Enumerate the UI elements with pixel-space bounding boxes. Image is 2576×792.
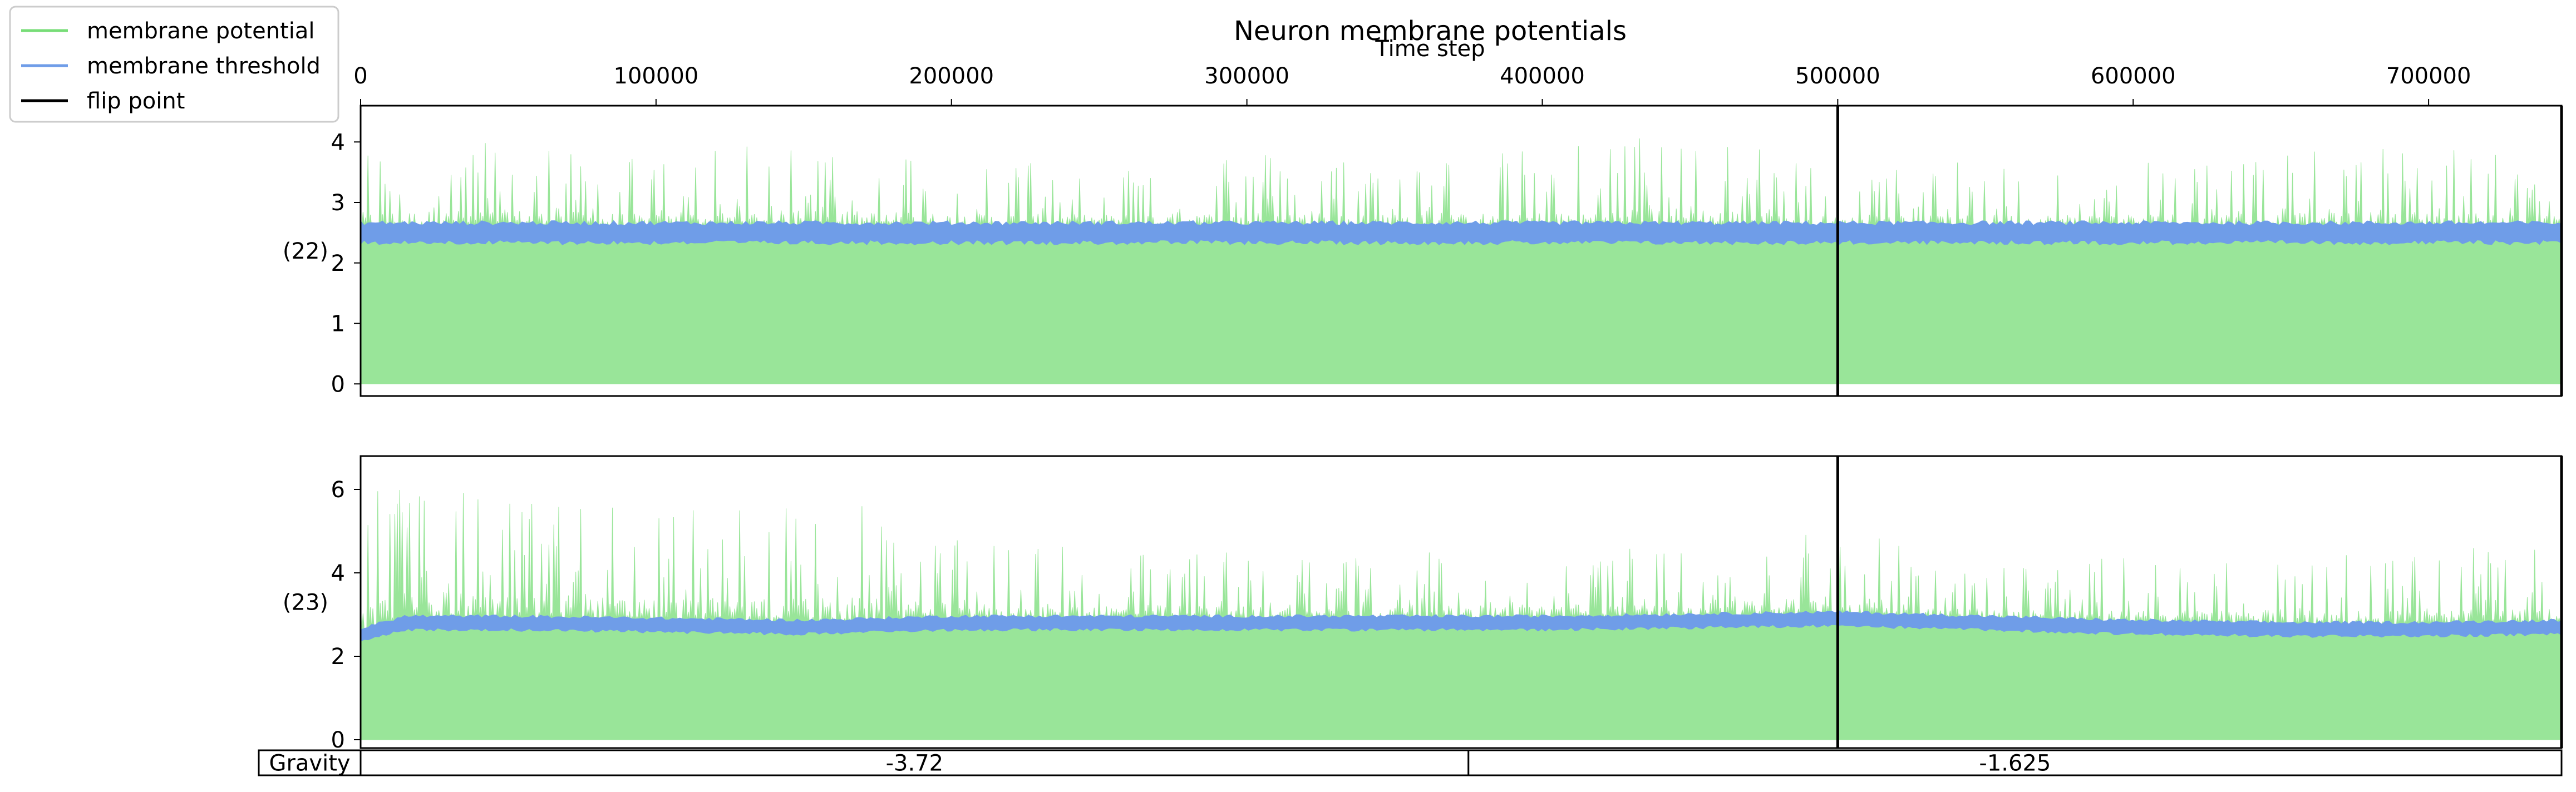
y-tick-label: 3 [331, 190, 345, 216]
x-axis-ticks: 0 100000 200000 300000 400000 500000 600000 700… [353, 63, 2471, 106]
table-row-label-cell [258, 749, 362, 776]
x-tick-label: 200000 [909, 63, 994, 89]
table-cell-value: -3.72 [886, 751, 944, 776]
x-tick-label: 600000 [2091, 63, 2176, 89]
panels: 0 1 2 3 4 (22) 0 2 4 6 (23) [283, 105, 2563, 753]
x-tick-label: 300000 [1204, 63, 1289, 89]
legend-label: flip point [87, 88, 185, 114]
legend-label: membrane potential [87, 18, 315, 44]
gravity-table: Gravity -3.72 -1.625 [258, 749, 2563, 776]
table-cell [359, 749, 1470, 776]
x-axis-label: Time step [1375, 36, 1485, 62]
panel-frame [359, 455, 2563, 749]
y-tick-label: 6 [331, 477, 345, 503]
table-cell [1467, 749, 2563, 776]
y-tick-label: 4 [331, 561, 345, 586]
table-cell-value: -1.625 [1979, 751, 2051, 776]
y-axis-label: (22) [283, 239, 328, 264]
legend-box [9, 6, 339, 123]
y-tick-label: 1 [331, 311, 345, 337]
x-tick-label: 100000 [614, 63, 699, 89]
y-tick-label: 4 [331, 130, 345, 155]
x-tick-label: 700000 [2386, 63, 2471, 89]
y-tick-label: 0 [331, 372, 345, 397]
chart-title: Neuron membrane potentials [1234, 16, 1627, 47]
panel-0: 0 1 2 3 4 (22) [283, 105, 2563, 397]
y-tick-label: 0 [331, 727, 345, 753]
panel-frame [359, 105, 2563, 397]
x-tick-label: 500000 [1795, 63, 1880, 89]
table-row-label: Gravity [269, 751, 350, 776]
x-tick-label: 400000 [1500, 63, 1585, 89]
x-tick-label: 0 [353, 63, 367, 89]
legend-label: membrane threshold [87, 53, 321, 79]
series-membrane-potential [360, 138, 2562, 384]
panel-1: 0 2 4 6 (23) [283, 455, 2563, 753]
y-tick-label: 2 [331, 644, 345, 670]
y-axis-label: (23) [283, 590, 328, 616]
series-membrane-threshold [360, 220, 2562, 245]
legend: membrane potential membrane threshold flip… [9, 6, 339, 123]
y-tick-label: 2 [331, 251, 345, 276]
